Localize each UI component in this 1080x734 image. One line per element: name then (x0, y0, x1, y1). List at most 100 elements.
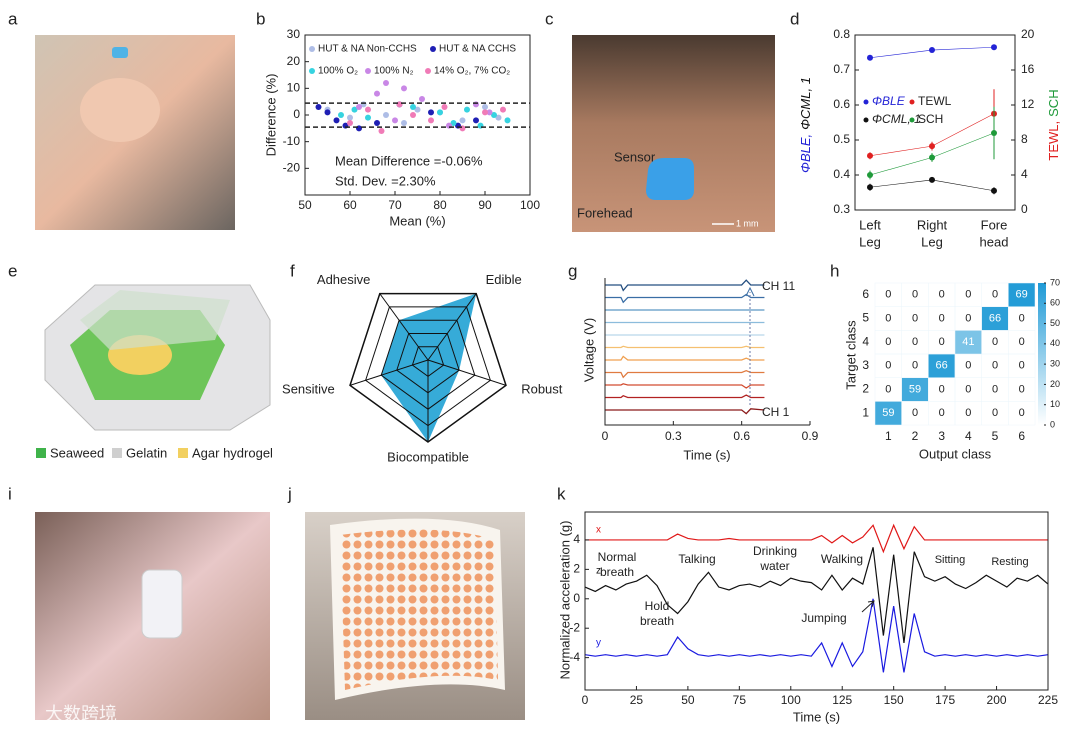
trace (605, 383, 765, 389)
x-axis-label: Output class (919, 446, 992, 461)
y-axis-label: Voltage (V) (581, 318, 596, 382)
cell-label: 0 (912, 312, 918, 324)
annotation: Talking (678, 552, 715, 566)
cell-label: 0 (885, 312, 891, 324)
legend-marker (309, 46, 315, 52)
trace (605, 408, 765, 415)
cell-label: 69 (1016, 289, 1028, 301)
cell-label: 66 (936, 360, 948, 372)
panel-label: k (557, 484, 566, 503)
annotation: Sitting (935, 554, 966, 566)
cell-label: 0 (1019, 360, 1025, 372)
point (482, 109, 488, 116)
colorbar-label: 0 (1050, 419, 1055, 429)
x-tick-label: 100 (520, 198, 540, 212)
colorbar-label: 10 (1050, 399, 1060, 409)
legend-marker (909, 117, 915, 123)
radar-spoke (427, 359, 507, 386)
y-tick-label: 1 (862, 405, 869, 419)
cell-label: 0 (965, 289, 971, 301)
x-tick-label: 6 (1018, 429, 1025, 443)
panel-label: g (568, 261, 577, 280)
axes (584, 511, 1049, 691)
colorbar-label: 60 (1050, 298, 1060, 308)
cell-label: 59 (909, 383, 921, 395)
y-tick-label: 0.8 (833, 27, 850, 41)
cell-label: 59 (882, 407, 894, 419)
radar-ring (365, 306, 491, 427)
panel-label: a (8, 9, 18, 28)
annotation: breath (640, 614, 674, 628)
colorbar-label: 40 (1050, 338, 1060, 348)
y-axis-label: Normalized acceleration (g) (557, 521, 572, 680)
y2-axis-label-part: TEWL, (1046, 121, 1061, 161)
point (867, 172, 873, 178)
cell-label: 0 (1019, 383, 1025, 395)
photo-j-dots (340, 529, 498, 690)
panel-label: h (830, 261, 839, 280)
trace (605, 279, 765, 292)
scale-label: 1 mm (736, 218, 759, 228)
y2-tick-label: 16 (1021, 62, 1035, 76)
point (365, 114, 371, 121)
x-tick-label: 3 (938, 429, 945, 443)
x-axis-label: Mean (%) (389, 213, 445, 228)
point (464, 106, 470, 113)
x-tick-label: 0 (582, 693, 589, 707)
x-tick-label: 0.3 (665, 429, 682, 443)
x-tick-label: 25 (630, 693, 644, 707)
point (378, 128, 385, 134)
legend-label: TEWL (918, 94, 952, 108)
photo-i-device (141, 569, 183, 639)
trace (605, 370, 765, 379)
point (428, 109, 434, 116)
y-tick-label: 10 (287, 81, 301, 95)
cell-label: 0 (1019, 407, 1025, 419)
point (929, 176, 935, 183)
trace (584, 598, 1049, 673)
radar-ring (396, 332, 460, 394)
x-tick-label: 60 (343, 198, 357, 212)
x-tick-label: 200 (987, 693, 1007, 707)
point (365, 106, 371, 113)
legend-label: Agar hydrogel (192, 445, 273, 460)
cell-label: 0 (939, 289, 945, 301)
legend-label: 100% O₂ (318, 66, 358, 77)
point (401, 85, 407, 92)
point (491, 112, 497, 118)
y-axis-label-part: ΦCML, 1 (798, 77, 813, 130)
cell-label: 41 (962, 336, 974, 348)
cell-label: 0 (965, 407, 971, 419)
cell (1008, 282, 1036, 307)
legend-label: HUT & NA CCHS (439, 44, 516, 55)
x-tick-label: 100 (781, 693, 801, 707)
x-tick-label: 80 (433, 198, 447, 212)
panel-label: j (287, 484, 292, 503)
point (441, 104, 448, 110)
annotation: Walking (821, 552, 863, 566)
channel-label: CH 11 (762, 279, 795, 293)
y-tick-label: -20 (283, 161, 301, 175)
colorbar-label: 50 (1050, 318, 1060, 328)
y2-axis-label: TEWL, SCH (1046, 89, 1061, 160)
x-tick-label: 5 (992, 429, 999, 443)
cell-label: 0 (912, 360, 918, 372)
panel-label: c (545, 9, 554, 28)
y-axis-label-part: ΦBLE, (798, 134, 813, 173)
point (410, 112, 416, 118)
point (396, 101, 403, 108)
y-tick-label: 20 (287, 54, 301, 68)
cell-label: 0 (939, 336, 945, 348)
trace (605, 394, 765, 399)
point (383, 112, 389, 118)
point (401, 120, 407, 126)
x-axis-label: Time (s) (793, 709, 840, 724)
trace (605, 355, 765, 361)
cell-label: 0 (939, 407, 945, 419)
y2-tick-label: 4 (1021, 167, 1028, 181)
legend-label: Gelatin (126, 445, 167, 460)
point (315, 104, 322, 110)
x-tick-label: 75 (733, 693, 747, 707)
point (374, 120, 380, 126)
y-tick-label: 6 (862, 287, 869, 301)
